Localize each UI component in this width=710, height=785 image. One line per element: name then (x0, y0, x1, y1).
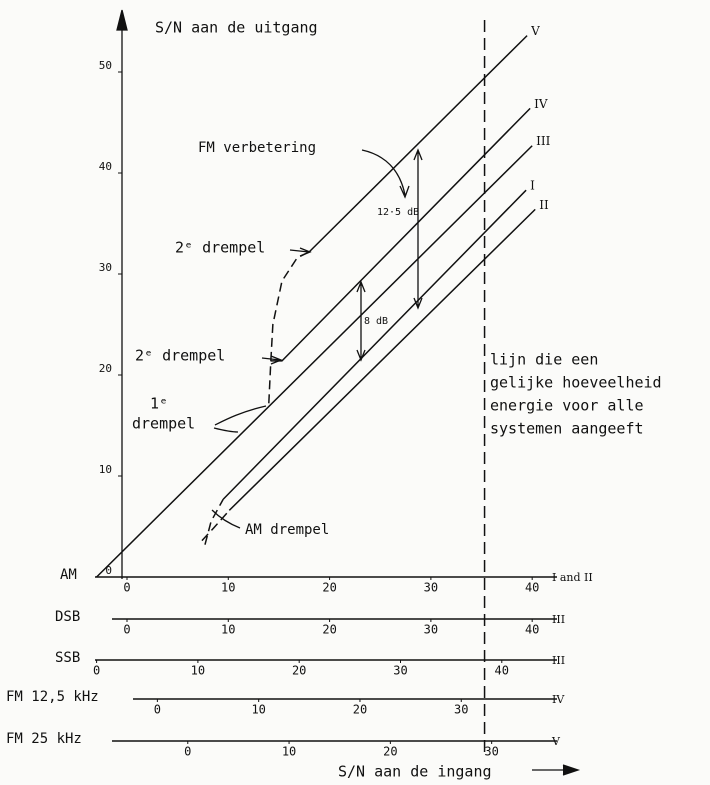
line-label: III (536, 134, 550, 148)
x-tick-label: 20 (322, 623, 336, 637)
annotations (116, 9, 581, 776)
x-tick-label: 20 (353, 703, 367, 717)
x-axis-end-label: V (551, 735, 561, 748)
annotation: drempel (132, 415, 195, 433)
chart-title: S/N aan de uitgang (155, 19, 318, 37)
x-tick-label: 30 (454, 703, 468, 717)
x-tick-label: 40 (495, 664, 509, 678)
x-tick-label: 30 (393, 664, 407, 678)
threshold-curve (270, 251, 310, 361)
reference-label: lijn die een (490, 351, 598, 369)
y-tick-label: 40 (99, 160, 112, 173)
line-label: V (530, 24, 540, 38)
x-axis-name: FM 12,5 kHz (6, 689, 99, 705)
x-tick-label: 10 (221, 623, 235, 637)
line-label: I (530, 179, 535, 193)
x-axis-name: DSB (55, 609, 80, 625)
x-tick-label: 0 (123, 623, 130, 637)
x-axis-end-label: III (552, 613, 565, 626)
arrow (413, 148, 423, 310)
x-axis-name: AM (60, 567, 77, 583)
x-axis-name: FM 25 kHz (6, 731, 82, 747)
pointer (289, 247, 312, 257)
x-axis-end-label: IV (552, 693, 565, 706)
y-tick-label: 50 (99, 59, 112, 72)
annotation: FM verbetering (198, 140, 316, 156)
x-tick-label: 20 (292, 664, 306, 678)
line (96, 145, 533, 578)
x-tick-label: 40 (525, 581, 539, 595)
x-axis-end-label: III (552, 654, 565, 667)
y-arrow (116, 9, 128, 31)
x-axis-name: SSB (55, 650, 80, 666)
line-label: II (539, 198, 549, 212)
reference-label: energie voor alle (490, 397, 644, 415)
x-tick-label: 0 (123, 581, 130, 595)
line (222, 189, 527, 500)
y-tick-label: 20 (99, 362, 112, 375)
annotation: 12·5 dB (377, 207, 419, 218)
y-tick-label: 30 (99, 261, 112, 274)
x-tick-label: 30 (484, 745, 498, 759)
x-tick-label: 20 (383, 745, 397, 759)
x-tick-label: 10 (221, 581, 235, 595)
x-tick-label: 40 (525, 623, 539, 637)
line (228, 208, 536, 511)
x-arrow (532, 764, 581, 776)
pointer (361, 149, 410, 199)
x-tick-label: 0 (154, 703, 161, 717)
y-tick-label: 10 (99, 463, 112, 476)
annotation: 1ᵉ (150, 395, 168, 413)
reference-label: gelijke hoeveelheid (490, 374, 662, 392)
x-tick-label: 20 (322, 581, 336, 595)
annotation: 2ᵉ drempel (135, 347, 225, 365)
line-label: IV (534, 97, 548, 111)
annotation: 2ᵉ drempel (175, 239, 265, 257)
x-tick-label: 10 (191, 664, 205, 678)
threshold-curve (201, 509, 230, 542)
threshold-curve (204, 498, 224, 545)
x-tick-label: 30 (424, 623, 438, 637)
reference-label: systemen aangeeft (490, 420, 644, 438)
x-tick-label: 10 (282, 745, 296, 759)
annotation: 8 dB (364, 316, 388, 327)
y-tick-label: 0 (105, 564, 112, 577)
line (270, 107, 531, 362)
x-tick-label: 0 (184, 745, 191, 759)
x-tick-label: 0 (93, 664, 100, 678)
pointer (213, 405, 267, 433)
arrow (356, 280, 366, 362)
x-axis-end-label: I and II (552, 571, 593, 584)
threshold-curve (268, 360, 272, 404)
line (308, 35, 528, 253)
x-axis-title: S/N aan de ingang (338, 763, 492, 781)
pointer (211, 509, 241, 529)
annotation: AM drempel (245, 522, 329, 538)
x-tick-label: 10 (251, 703, 265, 717)
x-tick-label: 30 (424, 581, 438, 595)
